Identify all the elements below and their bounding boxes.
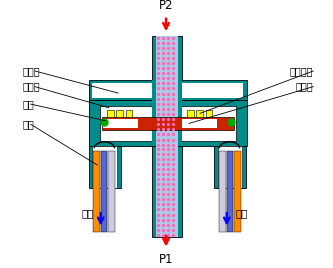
Bar	[89, 80, 247, 100]
Bar	[152, 80, 182, 100]
Bar	[205, 110, 212, 117]
Bar	[93, 151, 100, 232]
Bar	[89, 100, 247, 146]
Text: 引线: 引线	[23, 119, 34, 129]
Text: 电流: 电流	[235, 209, 248, 219]
Bar	[219, 151, 226, 232]
Text: 电流: 电流	[82, 209, 94, 219]
Bar	[93, 146, 117, 188]
Bar	[101, 151, 107, 232]
Text: P1: P1	[159, 253, 173, 266]
Bar	[156, 80, 178, 100]
Text: 高压腔: 高压腔	[23, 82, 40, 92]
Bar	[116, 110, 123, 117]
Bar	[196, 110, 203, 117]
Bar	[152, 146, 182, 237]
Bar	[214, 146, 246, 188]
Text: 低压腔: 低压腔	[23, 66, 40, 76]
Bar	[89, 146, 121, 188]
Bar	[93, 83, 243, 98]
Bar	[152, 36, 182, 80]
Bar	[152, 100, 182, 146]
Bar	[104, 119, 139, 128]
Text: P2: P2	[159, 0, 173, 12]
Bar	[234, 151, 240, 232]
Bar	[156, 100, 178, 146]
Text: 硅杯: 硅杯	[23, 99, 34, 109]
Bar	[182, 119, 217, 128]
Bar	[107, 110, 114, 117]
Bar	[108, 151, 115, 232]
Bar	[217, 146, 242, 188]
Text: 扩散电阻: 扩散电阻	[290, 66, 313, 76]
Bar	[156, 36, 178, 80]
Bar	[187, 110, 194, 117]
Bar	[126, 110, 132, 117]
Bar	[102, 117, 234, 130]
Bar	[156, 146, 178, 237]
Text: 硅膜片: 硅膜片	[296, 82, 313, 92]
Bar	[227, 151, 233, 232]
Bar	[100, 106, 236, 141]
